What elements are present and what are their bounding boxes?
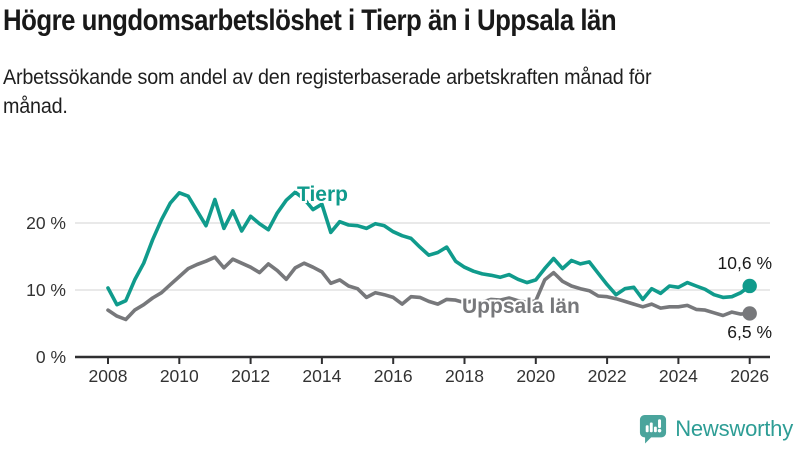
page-title: Högre ungdomsarbetslöshet i Tierp än i U… (3, 4, 617, 37)
x-axis-tick-label: 2010 (160, 366, 199, 386)
x-axis-tick-label: 2018 (445, 366, 484, 386)
tierp-end-value-label: 10,6 % (718, 253, 772, 273)
x-axis-tick-label: 2012 (231, 366, 270, 386)
y-axis-tick-label: 20 % (26, 213, 66, 233)
newsworthy-logo-text: Newsworthy (675, 416, 793, 441)
uppsala-series-label: Uppsala län (462, 295, 580, 318)
x-axis-tick-label: 2014 (302, 366, 341, 386)
x-axis-tick-label: 2022 (588, 366, 627, 386)
x-axis-tick-label: 2008 (89, 366, 128, 386)
uppsala-end-value-label: 6,5 % (727, 322, 772, 342)
tierp-end-dot (742, 278, 757, 294)
x-axis-tick-label: 2016 (374, 366, 413, 386)
x-axis-tick-label: 2020 (516, 366, 555, 386)
y-axis-tick-label: 10 % (26, 280, 66, 300)
x-axis-tick-label: 2024 (659, 366, 698, 386)
tierp-series-label: Tierp (297, 183, 348, 206)
tierp-line (106, 190, 752, 307)
newsworthy-speech-bubble-bar-chart-icon (640, 415, 667, 444)
page-subtitle: Arbetssökande som andel av den registerb… (3, 66, 652, 119)
uppsala-end-dot (742, 306, 757, 321)
y-axis-tick-label: 0 % (36, 347, 66, 367)
uppsala-line (106, 255, 752, 322)
newsworthy-logo: Newsworthy (639, 414, 793, 444)
x-axis-tick-label: 2026 (730, 366, 769, 386)
